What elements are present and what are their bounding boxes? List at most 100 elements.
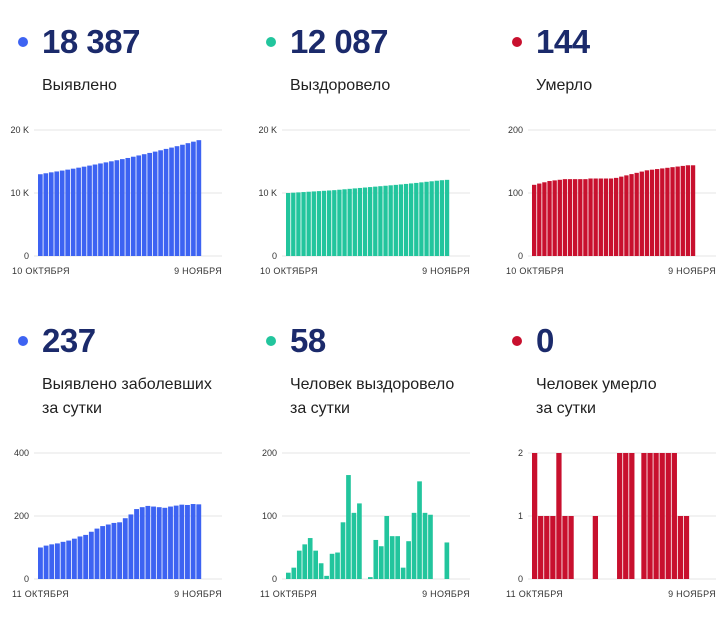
bar: [389, 536, 395, 579]
bar: [38, 174, 43, 256]
bar: [302, 544, 308, 579]
x-start-date: 10 ОКТЯБРЯ: [12, 266, 70, 276]
bar: [655, 169, 660, 256]
bar: [158, 150, 163, 256]
bar: [139, 507, 145, 579]
bar: [286, 572, 291, 579]
y-tick-label: 100: [262, 511, 277, 521]
bar: [94, 528, 100, 579]
bar: [444, 542, 450, 579]
bar: [690, 165, 696, 256]
legend-dot: [266, 336, 276, 346]
bar: [362, 187, 368, 256]
bar: [117, 522, 123, 579]
bar: [60, 541, 66, 579]
panel-daily-detected: 237 Выявлено заболевших за сутки 0 200 400…: [0, 300, 230, 600]
bar: [557, 179, 562, 256]
x-start-date: 11 ОКТЯБРЯ: [506, 589, 563, 599]
x-end-date: 9 НОЯБРЯ: [422, 589, 470, 599]
y-tick-label: 20 K: [10, 125, 29, 135]
bar: [629, 174, 634, 256]
panel-daily-recovered: 58 Человек выздоровело за сутки 0 100 200 1…: [248, 300, 478, 600]
bar: [329, 553, 335, 579]
x-start-date: 11 ОКТЯБРЯ: [260, 589, 317, 599]
bar: [685, 165, 691, 256]
bar: [677, 516, 684, 579]
x-end-date: 9 НОЯБРЯ: [174, 589, 222, 599]
daily-value: 0: [536, 322, 554, 359]
bar: [538, 516, 544, 579]
bar: [109, 161, 114, 256]
total-value: 12 087: [290, 23, 388, 60]
bar: [48, 172, 54, 256]
panel-daily-deaths: 0 Человек умерло за сутки 0 1 2 11 ОКТЯБРЯ 9…: [494, 300, 724, 600]
x-end-date: 9 НОЯБРЯ: [668, 589, 716, 599]
bar: [547, 181, 552, 256]
bar: [542, 182, 547, 256]
bar: [342, 189, 347, 256]
bar: [196, 504, 202, 579]
y-tick-label: 1: [518, 511, 523, 521]
bar: [103, 162, 109, 256]
bar: [378, 186, 383, 256]
bar: [313, 550, 318, 579]
bar: [92, 164, 98, 256]
bar: [291, 192, 296, 256]
chart-deaths: 0 100 200 10 ОКТЯБРЯ 9 НОЯБРЯ: [506, 125, 716, 276]
bar: [318, 563, 324, 579]
panel-label: Выявлено: [42, 77, 117, 94]
x-start-date: 10 ОКТЯБРЯ: [506, 266, 564, 276]
y-tick-label: 0: [518, 574, 523, 584]
x-start-date: 10 ОКТЯБРЯ: [260, 266, 318, 276]
bar: [588, 178, 593, 256]
bar: [409, 183, 414, 256]
bar: [417, 481, 422, 579]
bar: [54, 543, 60, 579]
bar: [65, 169, 70, 256]
bar: [422, 512, 428, 579]
bar: [639, 171, 644, 256]
bar: [641, 453, 647, 579]
bar: [395, 536, 400, 579]
y-tick-label: 0: [272, 574, 277, 584]
bar: [583, 179, 588, 256]
bar: [130, 156, 136, 256]
bar: [291, 567, 297, 579]
bar: [550, 516, 556, 579]
bar: [54, 171, 60, 256]
total-value: 18 387: [42, 23, 140, 60]
bar: [88, 531, 94, 579]
total-value: 144: [536, 23, 590, 60]
bar: [424, 181, 429, 256]
bar: [578, 179, 583, 256]
bar: [562, 516, 568, 579]
panel-total-detected: 18 387 Выявлено 0 10 K 20 K 10 ОКТЯБРЯ 9 НОЯ…: [0, 0, 230, 300]
bar: [174, 146, 180, 256]
y-tick-label: 100: [508, 188, 523, 198]
bar: [185, 143, 191, 256]
bar: [434, 180, 439, 256]
bar: [378, 546, 384, 579]
bar: [603, 178, 609, 256]
bar: [419, 182, 424, 256]
bar: [340, 522, 346, 579]
bar: [568, 516, 574, 579]
panel-label: Выздоровело: [290, 77, 391, 94]
bar: [152, 151, 158, 256]
bar: [573, 179, 578, 256]
bar: [114, 160, 120, 256]
chart-daily-recovered: 0 100 200 11 ОКТЯБРЯ 9 НОЯБРЯ: [260, 448, 470, 599]
bar: [111, 522, 117, 579]
y-tick-label: 200: [14, 511, 29, 521]
panel-label-line1: Человек умерло: [536, 376, 657, 393]
bar: [653, 453, 659, 579]
y-tick-label: 0: [24, 574, 29, 584]
bar: [660, 168, 665, 256]
panel-label-line2: за сутки: [290, 400, 350, 417]
bar: [324, 575, 329, 579]
bar: [185, 504, 190, 579]
bar: [680, 165, 685, 256]
y-tick-label: 0: [518, 251, 523, 261]
bar: [307, 538, 313, 579]
bar: [296, 550, 302, 579]
